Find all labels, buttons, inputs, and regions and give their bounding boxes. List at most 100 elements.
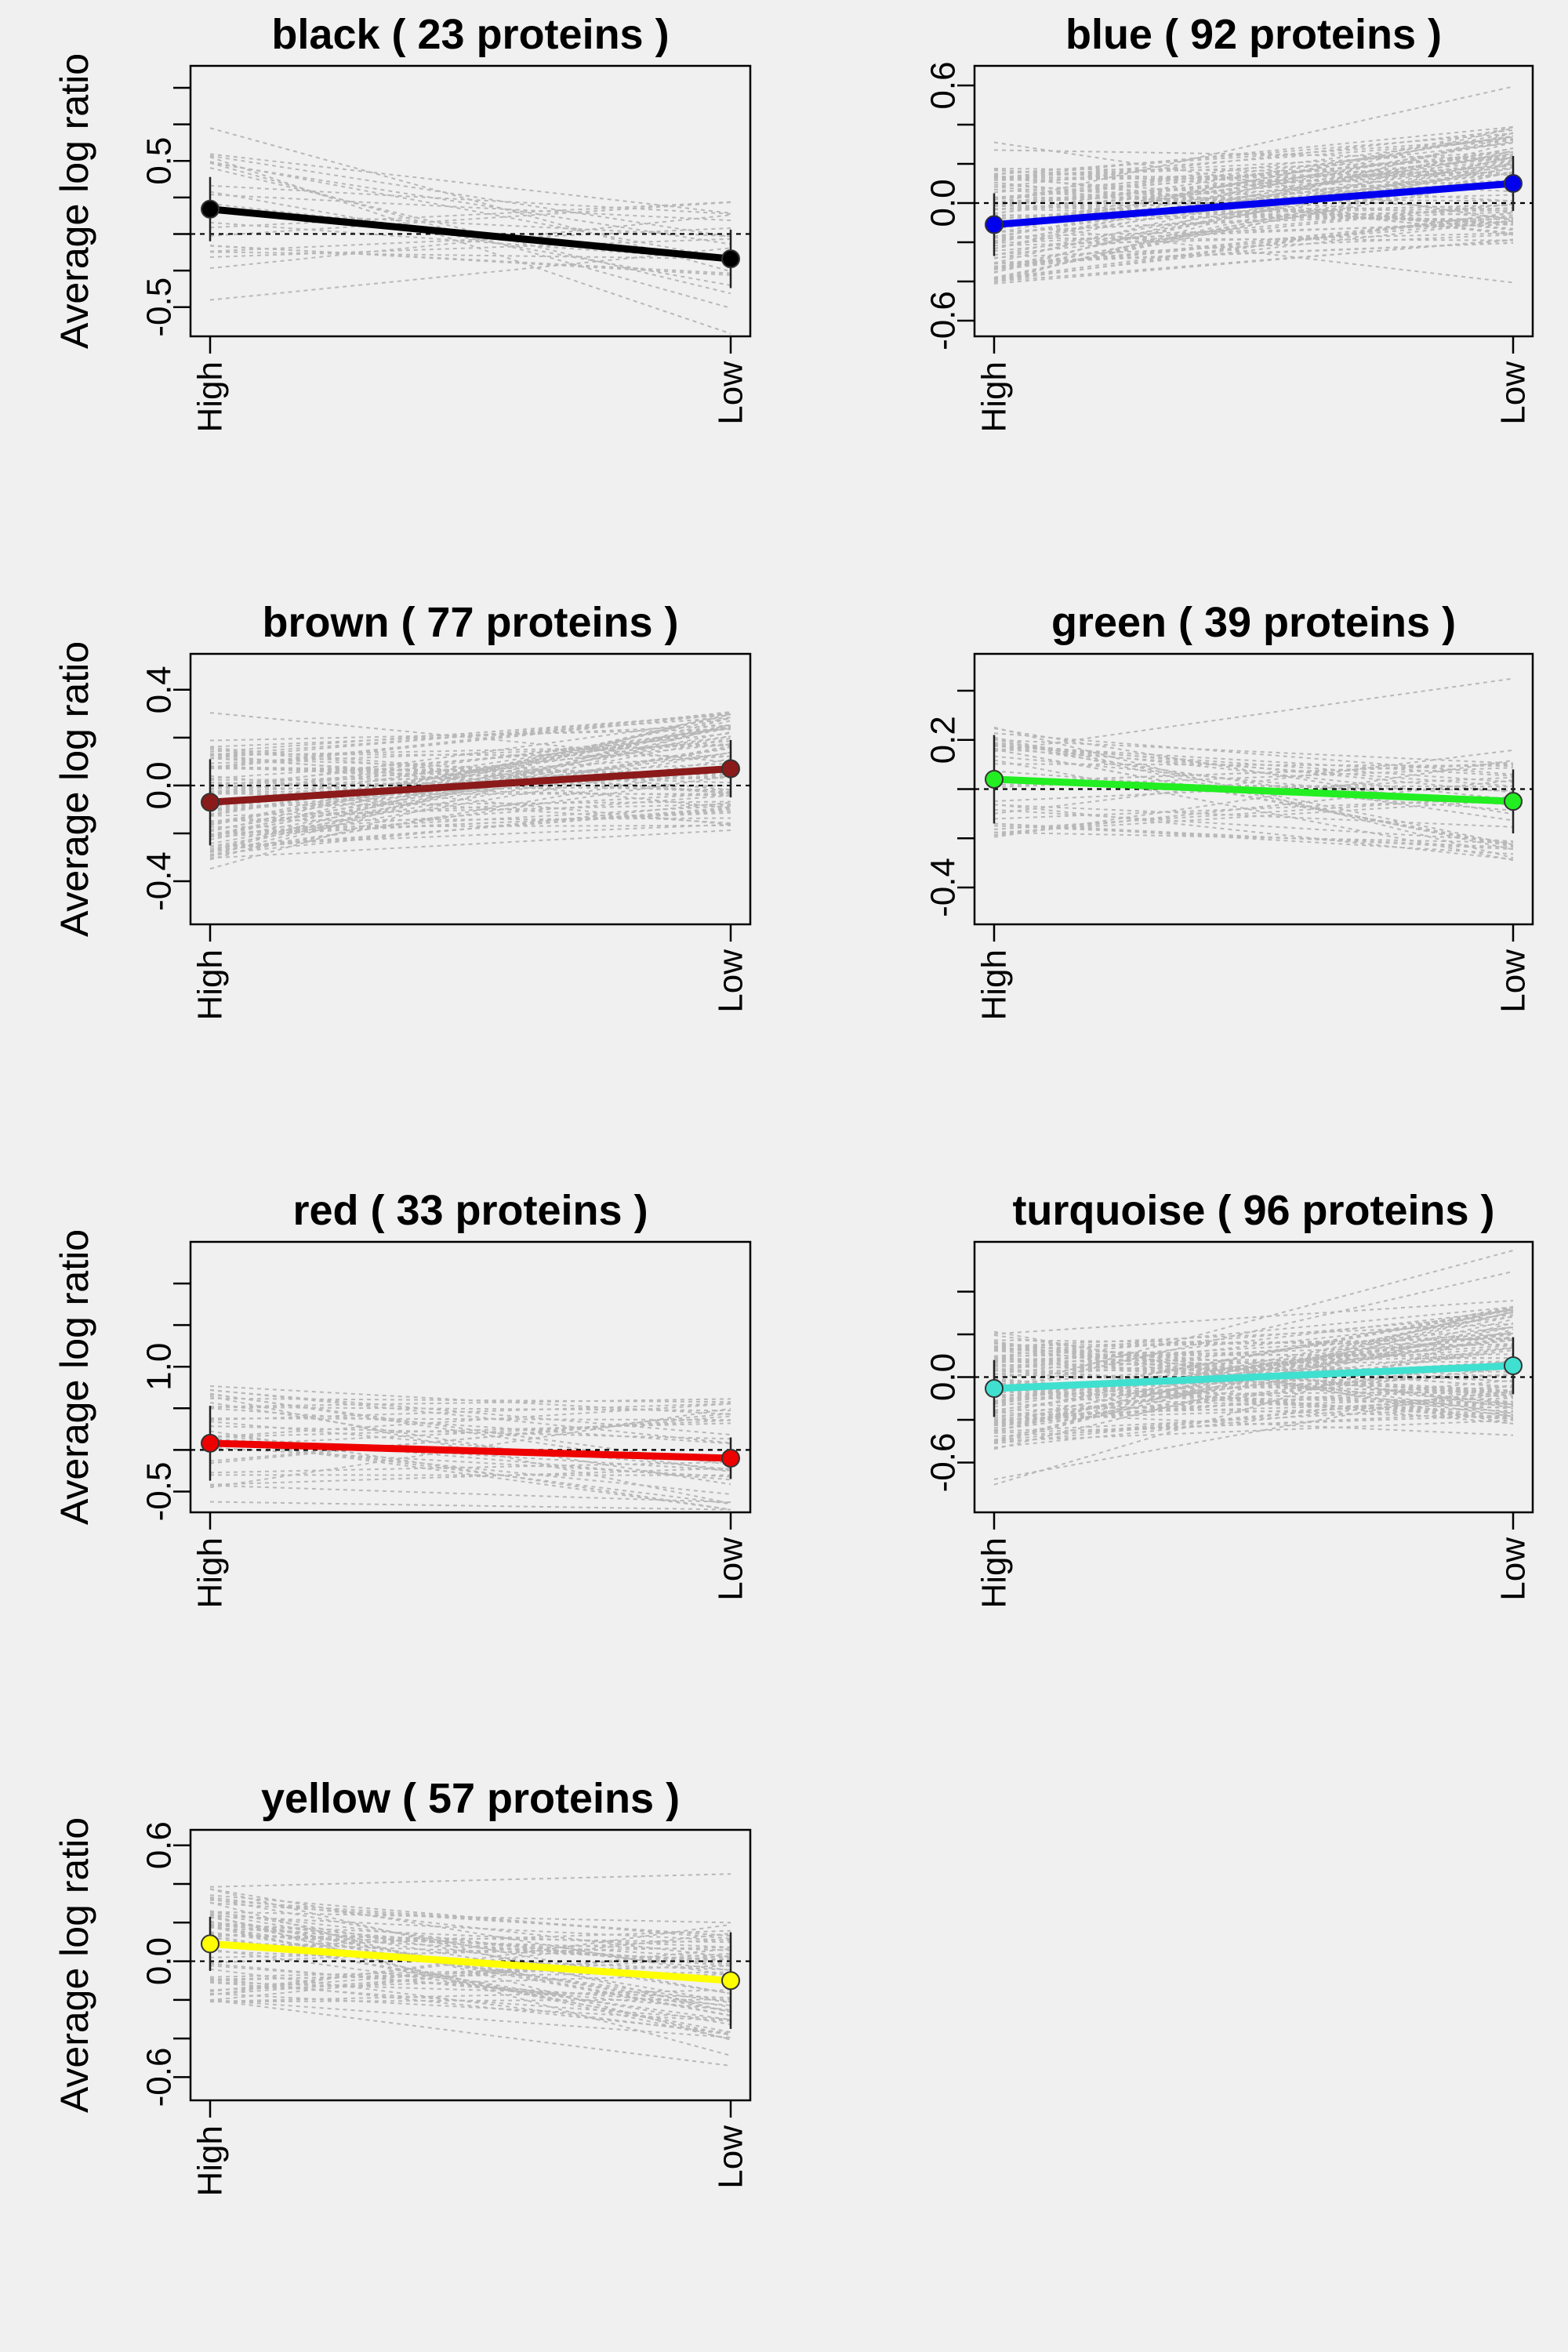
profile-line bbox=[993, 732, 1514, 775]
profile-line bbox=[209, 801, 731, 855]
profile-line bbox=[993, 155, 1514, 281]
y-tick-label: 1.0 bbox=[140, 1343, 179, 1391]
profile-line bbox=[209, 245, 731, 274]
profile-line bbox=[209, 1934, 731, 1951]
profile-line bbox=[993, 239, 1514, 282]
profile-line bbox=[993, 162, 1514, 256]
mean-point bbox=[201, 793, 220, 812]
profile-line bbox=[993, 1367, 1514, 1403]
profile-line bbox=[993, 177, 1514, 212]
x-tick-label: High bbox=[191, 1537, 230, 1609]
y-tick-label: -0.4 bbox=[924, 858, 963, 917]
profile-line bbox=[209, 214, 731, 270]
profile-line bbox=[209, 713, 731, 769]
mean-point bbox=[201, 1934, 220, 1954]
mean-point bbox=[985, 769, 1004, 789]
profile-line bbox=[993, 1405, 1514, 1432]
profile-line bbox=[209, 717, 731, 791]
y-tick-label: 0.0 bbox=[140, 761, 179, 809]
profile-line bbox=[209, 728, 731, 742]
profile-line bbox=[993, 135, 1514, 264]
profile-line bbox=[209, 1484, 731, 1504]
profile-line bbox=[209, 1896, 731, 1958]
profile-line bbox=[993, 1342, 1514, 1383]
profile-line bbox=[209, 251, 731, 260]
profile-line bbox=[993, 763, 1514, 767]
profile-line bbox=[209, 1962, 731, 2011]
panel-title: green ( 39 proteins ) bbox=[1051, 599, 1456, 646]
profile-line bbox=[209, 1999, 731, 2067]
panel-title: blue ( 92 proteins ) bbox=[1065, 11, 1442, 58]
x-tick-label: Low bbox=[712, 361, 750, 425]
y-axis-label: Average log ratio bbox=[53, 641, 96, 937]
profile-line bbox=[993, 677, 1514, 753]
mean-point bbox=[1504, 1356, 1523, 1375]
profile-line bbox=[209, 1441, 731, 1495]
profile-line bbox=[209, 751, 731, 845]
y-tick-label: -0.6 bbox=[924, 291, 963, 350]
profile-line bbox=[209, 713, 731, 833]
profile-line bbox=[209, 154, 731, 238]
profile-line bbox=[209, 1981, 731, 1999]
profile-line bbox=[209, 1388, 731, 1444]
mean-point bbox=[201, 199, 220, 219]
profile-line bbox=[993, 1382, 1514, 1418]
profile-line bbox=[993, 1349, 1514, 1359]
y-axis-label: Average log ratio bbox=[53, 1817, 96, 2113]
profile-line bbox=[209, 238, 731, 258]
profile-line bbox=[993, 831, 1514, 844]
profile-line bbox=[209, 1406, 731, 1412]
profile-line bbox=[209, 811, 731, 836]
panel-title: red ( 33 proteins ) bbox=[292, 1187, 648, 1234]
profile-line bbox=[993, 1326, 1514, 1408]
mean-point bbox=[985, 215, 1004, 234]
y-axis-label: Average log ratio bbox=[53, 53, 96, 349]
panel-blue: -0.6 0.0 0.6 High Low blue ( 92 proteins ) Ave… bbox=[53, 11, 1534, 433]
y-tick-label: -0.4 bbox=[140, 851, 179, 911]
y-tick-label: 0.6 bbox=[140, 1821, 179, 1869]
mean-line bbox=[990, 775, 1517, 805]
panel-title: turquoise ( 96 proteins ) bbox=[1012, 1187, 1494, 1234]
profile-line bbox=[993, 743, 1514, 800]
panel-brown: -0.4 0.0 0.4 High Low brown ( 77 proteins ) Av… bbox=[53, 599, 752, 1021]
profile-line bbox=[993, 1390, 1514, 1445]
profile-line bbox=[209, 201, 731, 229]
profile-line bbox=[993, 728, 1514, 815]
profile-line bbox=[209, 194, 731, 222]
x-tick-label: Low bbox=[1494, 1537, 1533, 1601]
y-axis-label: Average log ratio bbox=[53, 1229, 96, 1525]
profile-line bbox=[209, 1422, 731, 1439]
profile-line bbox=[993, 223, 1514, 238]
profile-line bbox=[209, 1923, 731, 1996]
panel-title: yellow ( 57 proteins ) bbox=[261, 1775, 680, 1822]
mean-line bbox=[206, 1439, 735, 1462]
profile-line bbox=[209, 1398, 731, 1408]
profile-line bbox=[209, 723, 731, 870]
profile-line bbox=[993, 799, 1514, 833]
profile-line bbox=[993, 179, 1514, 205]
profile-line bbox=[993, 739, 1514, 764]
profile-line bbox=[209, 1395, 731, 1504]
y-tick-label: 0.2 bbox=[924, 716, 963, 764]
profile-line bbox=[993, 745, 1514, 783]
profile-line bbox=[993, 759, 1514, 838]
profile-line bbox=[993, 1299, 1514, 1335]
y-tick-label: 0.0 bbox=[140, 1937, 179, 1985]
y-tick-label: -0.5 bbox=[140, 278, 179, 337]
profile-line bbox=[209, 1998, 731, 2003]
profile-line bbox=[209, 1931, 731, 2004]
profile-line bbox=[993, 1411, 1514, 1436]
mean-point bbox=[721, 759, 740, 779]
profile-line bbox=[993, 748, 1514, 846]
y-tick-label: 0.0 bbox=[924, 1353, 963, 1401]
profile-line bbox=[993, 744, 1514, 777]
profile-line bbox=[993, 151, 1514, 179]
profile-line bbox=[209, 161, 731, 260]
profile-line bbox=[209, 1888, 731, 2013]
profile-line bbox=[993, 1403, 1514, 1420]
profile-line bbox=[993, 748, 1514, 787]
profile-line bbox=[993, 804, 1514, 861]
panel-yellow: -0.6 0.0 0.6 High Low yellow ( 57 proteins ) A… bbox=[53, 1775, 752, 2197]
mean-line bbox=[206, 1940, 735, 1984]
